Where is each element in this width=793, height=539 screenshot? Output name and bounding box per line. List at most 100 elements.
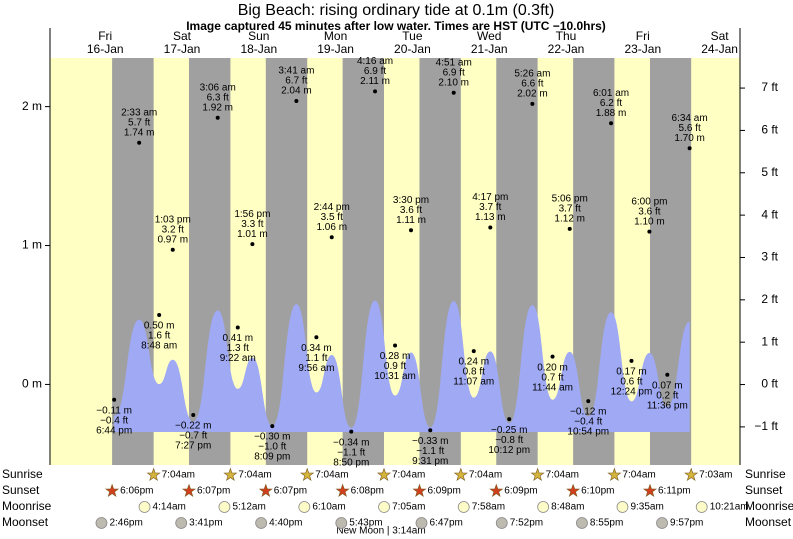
tide-label: 3.6 ft [638, 206, 660, 217]
tide-point [215, 115, 220, 120]
day-name: Mon [324, 29, 347, 43]
tide-point [137, 140, 142, 145]
sunset-icon [258, 483, 273, 498]
tide-label: 6.2 ft [600, 98, 622, 109]
day-date: 16-Jan [87, 42, 124, 56]
tide-label: 4:16 am [357, 56, 393, 67]
tide-label: 11:44 am [532, 382, 573, 393]
row-label: Sunrise [2, 467, 43, 481]
tide-label: 2.11 m [360, 76, 390, 87]
tide-label: −1.1 ft [337, 447, 365, 458]
tide-label: 0.41 m [222, 333, 253, 344]
day-date: 17-Jan [164, 42, 201, 56]
tide-label: −0.4 ft [574, 417, 602, 428]
tide-label: 6.3 ft [207, 92, 229, 103]
tide-label: −0.33 m [412, 436, 448, 447]
sunset-icon [412, 483, 427, 498]
tide-label: −1.1 ft [416, 446, 444, 457]
sunset-icon [642, 483, 658, 498]
tide-point [170, 247, 175, 252]
tide-label: 3.3 ft [241, 219, 263, 230]
tide-label: −0.30 m [254, 432, 290, 443]
moon-phase: New Moon | 3:14am [336, 526, 425, 537]
tide-label: 1.06 m [316, 222, 347, 233]
moonset-time: 7:52pm [510, 518, 543, 529]
tide-label: 1:03 pm [155, 214, 191, 225]
sunset-icon [335, 483, 350, 498]
tide-point [329, 235, 334, 240]
tide-label: 5.6 ft [678, 123, 700, 134]
tide-label: 6.7 ft [285, 76, 307, 87]
tide-label: 4:17 pm [472, 192, 508, 203]
tide-label: 1.01 m [237, 229, 268, 240]
tide-label: 3.6 ft [400, 205, 422, 216]
tide-point [665, 372, 670, 377]
tide-label: 6:44 pm [96, 425, 132, 436]
tide-point [250, 242, 255, 247]
sunrise-time: 7:04am [238, 470, 271, 481]
moonrise-icon [695, 501, 708, 513]
tide-point [488, 225, 493, 230]
moonrise-time: 9:35am [630, 502, 663, 513]
tide-point [507, 417, 512, 422]
sunrise-time: 7:04am [469, 470, 502, 481]
tide-label: 1.3 ft [227, 343, 249, 354]
tide-label: 3:06 am [200, 82, 236, 93]
tide-point [314, 335, 319, 340]
moonset-time: 5:43pm [349, 518, 382, 529]
sunrise-icon [530, 467, 545, 482]
day-name: Sat [711, 29, 730, 43]
tide-label: 2.04 m [281, 86, 312, 97]
sunset-time: 6:09pm [427, 486, 460, 497]
tide-point [191, 412, 196, 417]
tide-label: 9:22 am [220, 353, 256, 364]
moonset-time: 8:55pm [590, 518, 623, 529]
sunset-time: 6:07pm [197, 486, 230, 497]
row-label: Sunrise [745, 467, 786, 481]
sunset-icon [566, 483, 581, 498]
moonset-time: 6:47pm [430, 518, 463, 529]
tide-label: −0.22 m [175, 421, 211, 432]
row-label: Sunset [2, 483, 40, 497]
tide-label: 10:12 pm [488, 445, 530, 456]
sunrise-icon [223, 467, 238, 482]
tide-label: 7:27 pm [175, 441, 211, 452]
tide-label: 1.10 m [634, 216, 665, 227]
sunset-time: 6:07pm [274, 486, 307, 497]
y-tick-label: 1 m [22, 238, 42, 252]
tide-label: 0.97 m [157, 234, 188, 245]
y2-tick-label: 5 ft [761, 165, 778, 179]
tide-point [235, 325, 240, 330]
tide-label: 6:01 am [593, 88, 629, 99]
moonrise-time: 4:14am [153, 502, 186, 513]
tide-label: 0.28 m [380, 351, 411, 362]
tide-label: 0.9 ft [384, 361, 406, 372]
row-label: Moonrise [2, 499, 52, 513]
row-label: Sunset [745, 483, 783, 497]
sunset-time: 6:10pm [581, 486, 614, 497]
tide-label: 3:30 pm [393, 195, 429, 206]
y2-tick-label: 1 ft [761, 334, 778, 348]
tide-label: 6.6 ft [521, 78, 543, 89]
chart-title: Big Beach: rising ordinary tide at 0.1m … [238, 2, 555, 19]
y-tick-label: 2 m [22, 99, 42, 113]
tide-point [550, 354, 555, 359]
y2-tick-label: 3 ft [761, 250, 778, 264]
moonrise-icon [537, 501, 550, 513]
tide-label: 6:34 am [672, 113, 708, 124]
tide-label: 2.02 m [517, 88, 548, 99]
tide-label: 1.12 m [554, 213, 585, 224]
day-date: 24-Jan [701, 42, 738, 56]
moonrise-time: 6:10am [312, 502, 345, 513]
row-label: Moonset [2, 515, 49, 529]
tide-label: 9:31 pm [412, 456, 448, 467]
sunset-time: 6:06pm [120, 486, 153, 497]
moonrise-icon [457, 501, 470, 513]
sunset-time: 6:09pm [504, 486, 537, 497]
y2-tick-label: 2 ft [761, 292, 778, 306]
day-date: 19-Jan [317, 42, 354, 56]
sunrise-icon [684, 467, 699, 482]
tide-label: 10:31 am [374, 371, 416, 382]
sunset-icon [105, 483, 120, 498]
tide-label: 0.34 m [301, 343, 332, 354]
